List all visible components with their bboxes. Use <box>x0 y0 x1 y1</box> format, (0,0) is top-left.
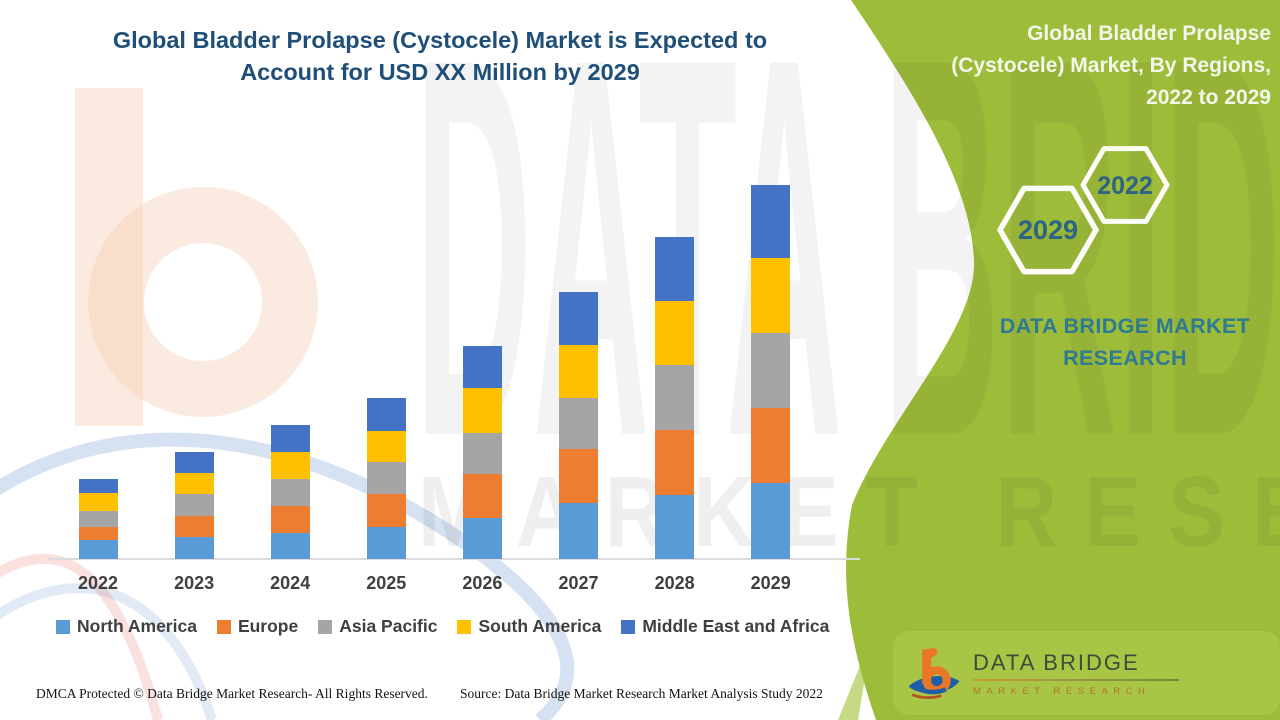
bar-segment-north-america <box>655 495 695 559</box>
legend-swatch <box>621 619 636 634</box>
dmca-text: DMCA Protected © Data Bridge Market Rese… <box>36 686 428 701</box>
bar-segment-middle-east-and-africa <box>78 479 118 493</box>
bar-2024 <box>270 425 310 559</box>
legend-swatch <box>457 619 472 634</box>
logo-subtitle: MARKET RESEARCH <box>973 685 1151 697</box>
bar-segment-middle-east-and-africa <box>174 452 214 473</box>
x-axis-label-2029: 2029 <box>750 573 791 593</box>
legend-label: North America <box>77 616 197 636</box>
bar-segment-middle-east-and-africa <box>462 346 502 388</box>
bar-2023 <box>174 452 214 559</box>
bar-2025 <box>366 398 406 559</box>
bar-2028 <box>655 237 695 559</box>
legend-item-north-america: North America <box>56 616 197 637</box>
logo-card: DATA BRIDGE MARKET RESEARCH <box>893 631 1280 715</box>
bar-segment-south-america <box>751 258 791 333</box>
bar-2029 <box>751 185 791 559</box>
x-axis-line <box>48 558 860 560</box>
x-axis-label-2024: 2024 <box>270 573 311 593</box>
side-panel-title: Global Bladder Prolapse (Cystocele) Mark… <box>935 18 1271 114</box>
legend-label: Europe <box>237 616 299 636</box>
side-title-line3: 2022 to 2029 <box>1146 86 1271 109</box>
legend-label: Middle East and Africa <box>642 616 830 636</box>
bar-segment-north-america <box>78 540 118 559</box>
legend-label: Asia Pacific <box>339 616 438 636</box>
bar-segment-asia-pacific <box>751 333 791 408</box>
brand-text: DATA BRIDGE MARKET RESEARCH <box>999 314 1251 370</box>
chart-title-line1: Global Bladder Prolapse (Cystocele) Mark… <box>112 27 768 53</box>
bar-segment-asia-pacific <box>559 398 598 449</box>
bar-segment-europe <box>655 430 695 495</box>
bar-segment-south-america <box>655 301 695 365</box>
bar-segment-middle-east-and-africa <box>559 292 598 345</box>
data-bridge-logo-icon <box>908 648 960 699</box>
bar-segment-south-america <box>559 345 598 398</box>
bar-segment-middle-east-and-africa <box>270 425 310 452</box>
legend-item-middle-east-and-africa: Middle East and Africa <box>621 616 829 637</box>
x-axis-label-2028: 2028 <box>654 573 695 593</box>
bar-segment-europe <box>270 506 310 533</box>
hexagon-2022 <box>1080 146 1170 224</box>
bar-segment-north-america <box>751 483 791 559</box>
bar-segment-asia-pacific <box>462 433 502 474</box>
bar-segment-asia-pacific <box>270 479 310 506</box>
bar-segment-asia-pacific <box>78 511 118 527</box>
bar-segment-asia-pacific <box>366 462 406 494</box>
bar-segment-south-america <box>174 473 214 494</box>
bar-segment-europe <box>751 408 791 483</box>
source-text: Source: Data Bridge Market Research Mark… <box>460 686 823 701</box>
bar-2027 <box>559 292 598 559</box>
watermark-sub-text: MARKET RESEARCH <box>418 456 1280 568</box>
hexagon-2029 <box>997 185 1099 275</box>
bar-segment-asia-pacific <box>655 365 695 430</box>
bar-segment-europe <box>174 516 214 537</box>
bar-segment-middle-east-and-africa <box>751 185 791 258</box>
logo-title: DATA BRIDGE <box>973 649 1140 675</box>
side-title-line1: Global Bladder Prolapse <box>1027 22 1271 45</box>
bar-segment-middle-east-and-africa <box>366 398 406 431</box>
bar-segment-north-america <box>366 527 406 559</box>
hexagon-2022-label: 2022 <box>1097 172 1153 200</box>
bar-segment-north-america <box>270 533 310 559</box>
bar-segment-asia-pacific <box>174 494 214 516</box>
bar-2026 <box>462 346 502 559</box>
x-axis-label-2027: 2027 <box>558 573 599 593</box>
legend-item-asia-pacific: Asia Pacific <box>318 616 437 637</box>
bar-segment-south-america <box>78 493 118 511</box>
legend-label: South America <box>478 616 602 636</box>
bar-segment-middle-east-and-africa <box>655 237 695 301</box>
legend-swatch <box>56 619 70 634</box>
x-axis-label-2022: 2022 <box>77 573 119 593</box>
logo-underline <box>973 678 1179 681</box>
bar-2022 <box>78 479 118 559</box>
bar-segment-north-america <box>174 537 214 559</box>
bar-segment-europe <box>366 494 406 527</box>
bar-segment-north-america <box>462 518 502 559</box>
hexagon-2029-label: 2029 <box>1018 215 1078 245</box>
chart-title-line2: Account for USD XX Million by 2029 <box>240 59 640 85</box>
hexagon-badges: 2022 2029 <box>997 146 1170 275</box>
bar-segment-south-america <box>366 431 406 462</box>
chart-legend: North America Europe Asia Pacific South Ame… <box>56 616 829 637</box>
legend-swatch <box>318 619 333 634</box>
x-axis-label-2025: 2025 <box>366 573 407 593</box>
bar-segment-europe <box>559 449 598 503</box>
bar-segment-south-america <box>462 388 502 433</box>
bar-segment-europe <box>462 474 502 518</box>
legend-swatch <box>216 619 231 634</box>
side-title-line2: (Cystocele) Market, By Regions, <box>951 54 1271 77</box>
chart-title: Global Bladder Prolapse (Cystocele) Mark… <box>60 24 820 88</box>
bar-segment-south-america <box>270 452 310 479</box>
x-axis-label-2026: 2026 <box>462 573 503 593</box>
bar-segment-north-america <box>559 503 598 559</box>
legend-item-south-america: South America <box>457 616 601 637</box>
bar-segment-europe <box>78 527 118 540</box>
x-axis-label-2023: 2023 <box>174 573 215 593</box>
legend-item-europe: Europe <box>216 616 299 637</box>
logo-text-block: DATA BRIDGE MARKET RESEARCH <box>973 650 1179 697</box>
